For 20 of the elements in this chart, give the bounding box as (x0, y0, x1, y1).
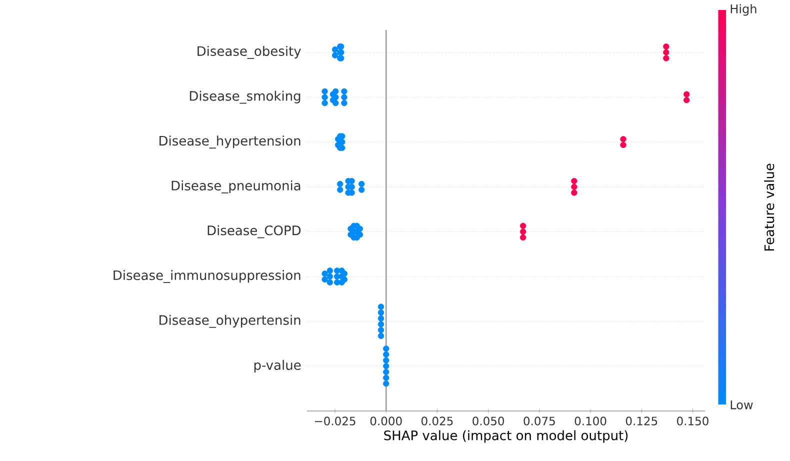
y-tick-label: Disease_immunosuppression (114, 270, 300, 284)
color-bar-label: High (730, 4, 756, 16)
y-tick-label: p-value (254, 360, 301, 372)
x-axis-title: SHAP value (impact on model output) (384, 430, 628, 443)
color-bar-label: Low (730, 400, 753, 410)
y-tick-label: Disease_hypertension (160, 136, 300, 149)
y-tick-label: Disease_smoking (190, 90, 300, 104)
y-tick-label: Disease_ohypertensin (160, 314, 300, 328)
y-tick-label: Disease_pneumonia (172, 180, 300, 194)
x-tick-label: 0.100 (574, 416, 606, 426)
x-tick-label: 0.150 (677, 416, 708, 426)
y-tick-label: Disease_COPD (208, 225, 301, 238)
color-bar-title: Feature value (764, 164, 774, 251)
y-tick-label: Disease_obesity (198, 46, 301, 59)
x-tick-label: 0.000 (370, 416, 402, 426)
x-tick-label: 0.075 (524, 416, 555, 426)
x-tick-label: 0.125 (626, 416, 658, 426)
x-tick-label: 0.025 (422, 416, 453, 426)
x-tick-label: 0.050 (472, 416, 504, 426)
x-tick-label: −0.025 (314, 416, 356, 426)
